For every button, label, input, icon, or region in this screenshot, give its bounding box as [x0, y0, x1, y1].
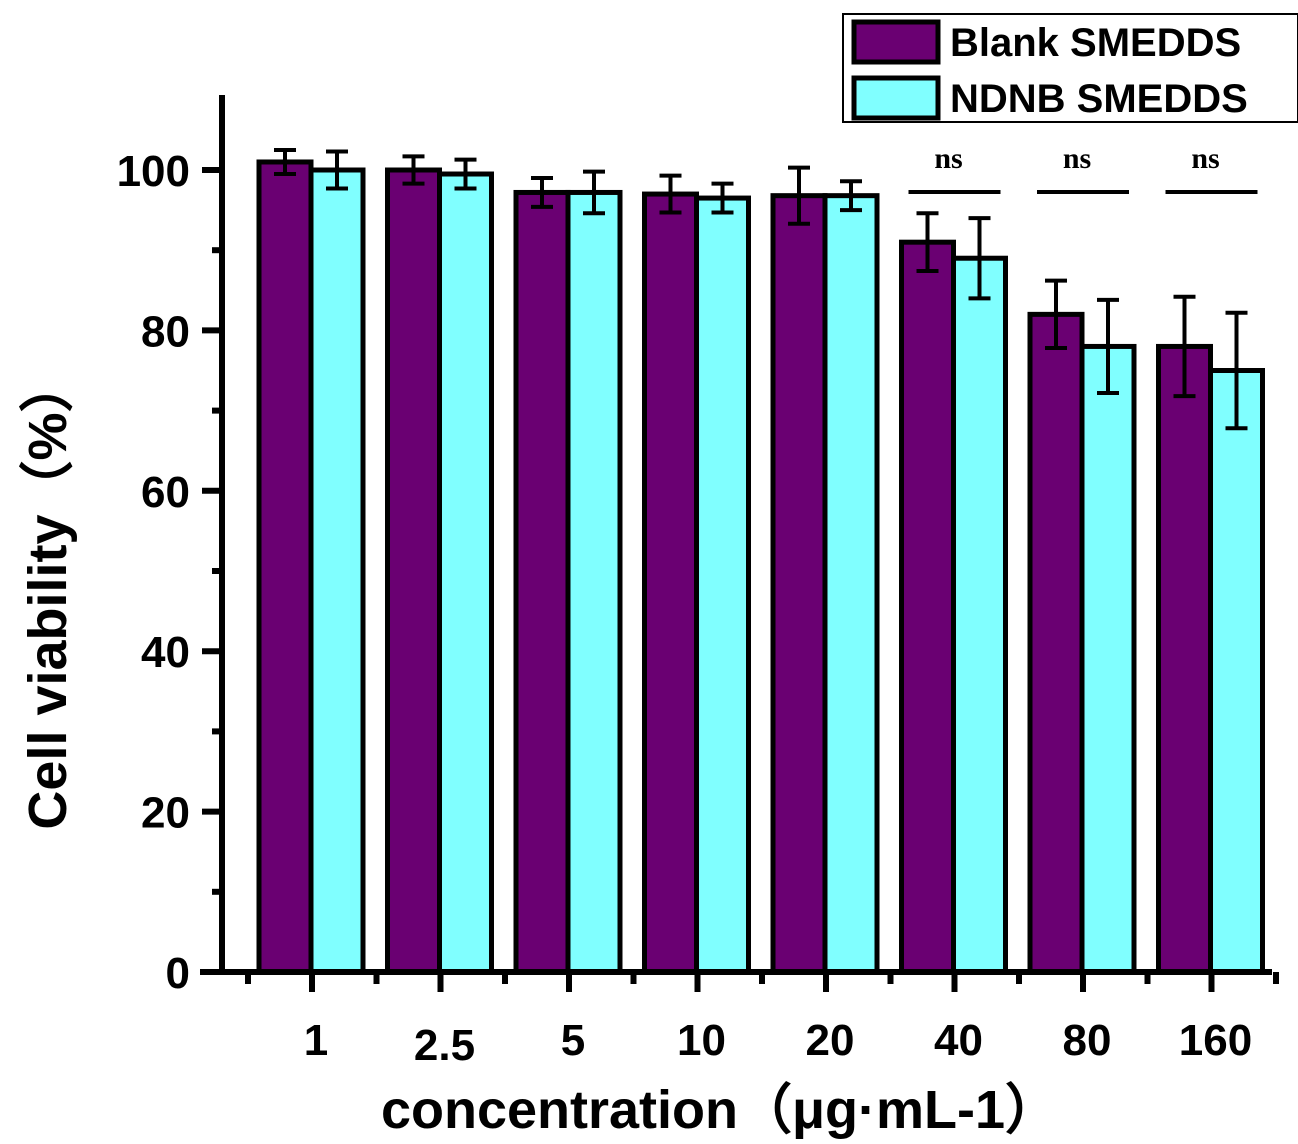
- y-tick-label-40: 40: [141, 628, 190, 677]
- error-bar-blank-2.5: [402, 154, 425, 186]
- x-axis-title: concentration（μg·mL-1）: [381, 1080, 1059, 1140]
- bar-ndnb-5: [565, 189, 623, 975]
- error-bar-ndnb-40: [968, 216, 991, 301]
- bar-blank-160: [1156, 343, 1213, 975]
- x-tick-label-2.5: 2.5: [414, 1021, 475, 1070]
- bar-blank-1: [256, 159, 314, 975]
- bar-ndnb-2.5: [437, 171, 494, 975]
- legend-label-blank: Blank SMEDDS: [950, 21, 1241, 65]
- bar-blank-5: [513, 189, 571, 975]
- x-tick-label-160: 160: [1179, 1016, 1252, 1065]
- axes-layer: 0 20 40 60 80 100 1 2.5 5 10 20 40 80 160: [117, 95, 1279, 1070]
- bar-ndnb-20: [822, 193, 880, 975]
- legend-label-ndnb: NDNB SMEDDS: [950, 77, 1248, 121]
- error-bar-ndnb-1: [326, 149, 348, 191]
- bar-blank-2.5: [385, 167, 442, 975]
- error-bar-blank-40: [916, 211, 939, 274]
- x-tick-label-10: 10: [677, 1016, 726, 1065]
- error-bar-ndnb-80: [1097, 297, 1119, 395]
- error-bar-blank-80: [1045, 278, 1067, 351]
- legend-swatch-ndnb: [851, 75, 941, 121]
- annotations-layer: ns ns ns: [908, 142, 1258, 194]
- y-tick-label-100: 100: [117, 147, 190, 196]
- error-bar-ndnb-160: [1225, 310, 1248, 431]
- y-axis-title: Cell viability（%）: [18, 358, 78, 829]
- x-tick-label-5: 5: [561, 1016, 585, 1065]
- legend: Blank SMEDDS NDNB SMEDDS: [842, 13, 1298, 123]
- significance-label-160: ns: [1191, 142, 1219, 175]
- error-bar-ndnb-5: [583, 169, 605, 216]
- bar-ndnb-80: [1079, 343, 1137, 975]
- y-tick-label-80: 80: [141, 307, 190, 356]
- error-bar-blank-5: [531, 176, 553, 209]
- bar-ndnb-40: [951, 255, 1008, 975]
- error-bar-ndnb-20: [840, 179, 862, 213]
- y-tick-label-0: 0: [166, 949, 190, 998]
- error-bar-blank-160: [1173, 294, 1196, 399]
- significance-label-80: ns: [1063, 142, 1091, 175]
- x-tick-label-1: 1: [304, 1016, 328, 1065]
- bar-blank-40: [899, 239, 956, 975]
- error-bar-ndnb-10: [711, 181, 734, 215]
- bar-ndnb-1: [308, 167, 366, 975]
- x-tick-label-40: 40: [934, 1016, 983, 1065]
- error-bar-blank-1: [274, 147, 296, 177]
- error-bars-layer: [274, 147, 1248, 431]
- y-tick-label-20: 20: [141, 789, 190, 838]
- bar-blank-80: [1027, 311, 1085, 975]
- bar-blank-10: [642, 191, 699, 975]
- y-tick-label-60: 60: [141, 468, 190, 517]
- error-bar-blank-20: [788, 165, 810, 226]
- bars-layer: [256, 159, 1265, 975]
- bar-ndnb-160: [1208, 368, 1265, 975]
- error-bar-ndnb-2.5: [454, 157, 477, 191]
- significance-label-40: ns: [934, 142, 962, 175]
- bar-ndnb-10: [694, 195, 751, 975]
- x-tick-label-80: 80: [1063, 1016, 1112, 1065]
- x-tick-label-20: 20: [806, 1016, 855, 1065]
- bar-blank-20: [770, 193, 828, 975]
- legend-swatch-blank: [851, 19, 941, 65]
- error-bar-blank-10: [659, 173, 682, 215]
